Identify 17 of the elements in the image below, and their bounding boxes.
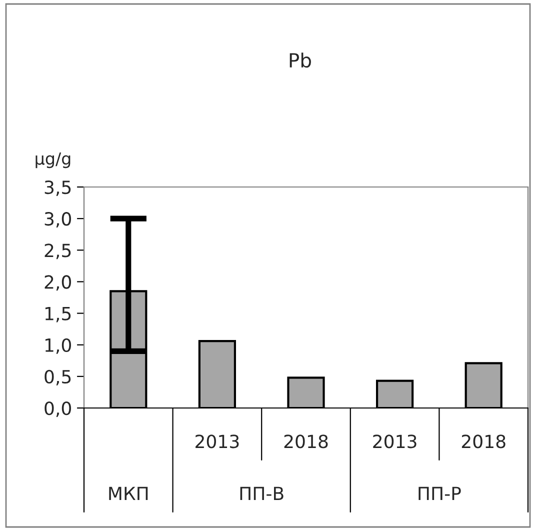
y-tick-label: 1,5 <box>45 306 71 322</box>
text: ПП-Р <box>418 486 461 500</box>
x-tick-label: 2013 <box>196 434 239 448</box>
y-tick-label: 0,5 <box>44 370 71 386</box>
y-tick-label: 2,5 <box>44 244 71 260</box>
y-tick-label: 3,0 <box>44 212 71 228</box>
text: МКП <box>109 486 148 500</box>
y-tick-label: 0,0 <box>44 401 71 417</box>
x-tick-label: 2018 <box>284 434 328 448</box>
chart-title: Pb <box>290 52 311 68</box>
y-tick-label: 1,0 <box>45 338 71 354</box>
text: ПП-В <box>240 486 284 500</box>
y-axis-title: μg/g <box>36 152 70 168</box>
x-tick-label: 2018 <box>462 434 506 448</box>
y-tick-label: 3,5 <box>44 180 71 196</box>
y-tick-label: 2,0 <box>44 275 71 291</box>
x-tick-label: 2013 <box>373 434 416 448</box>
